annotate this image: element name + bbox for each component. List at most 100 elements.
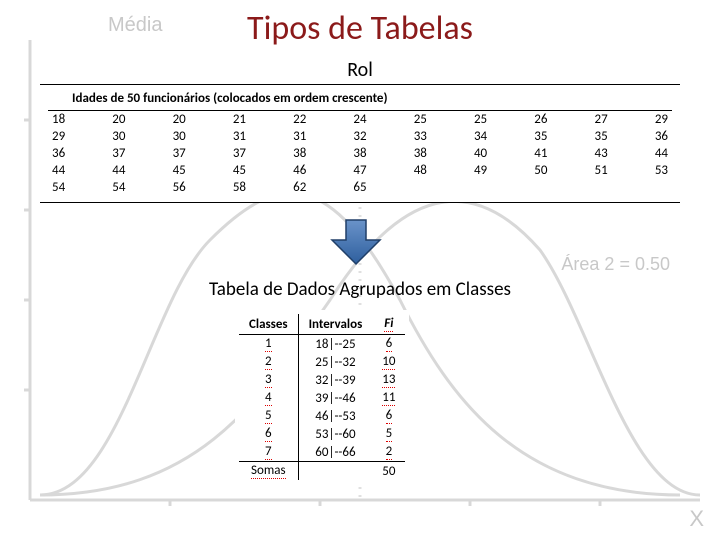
grouped-fi-cell: 6 [372,407,405,425]
col-fi: Fi [372,314,405,335]
rol-cell [530,179,590,196]
rol-cell: 30 [169,128,229,145]
rol-cell: 30 [108,128,168,145]
rol-row: 4444454546474849505153 [48,162,672,179]
grouped-class-cell: 4 [239,389,298,407]
col-intervalos: Intervalos [298,314,372,335]
rol-cell: 34 [470,128,530,145]
grouped-class-cell: 6 [239,425,298,443]
grouped-row: 118|--256 [239,335,405,354]
grouped-interval-cell: 53|--60 [298,425,372,443]
grouped-row: 760|--662 [239,443,405,462]
rol-cell: 21 [229,111,289,128]
grouped-interval-cell: 32|--39 [298,371,372,389]
rol-table-wrap: Idades de 50 funcionários (colocados em … [40,84,680,203]
down-arrow-icon [330,218,382,266]
grouped-row: 546|--536 [239,407,405,425]
grouped-interval-cell: 18|--25 [298,335,372,354]
grouped-interval-cell: 46|--53 [298,407,372,425]
rol-table: 1820202122242525262729293030313132333435… [48,111,672,196]
rol-cell: 25 [410,111,470,128]
grouped-interval-cell: 39|--46 [298,389,372,407]
rol-cell [591,179,651,196]
grouped-fi-cell: 13 [372,371,405,389]
rol-caption: Idades de 50 funcionários (colocados em … [48,89,672,111]
grouped-table: Classes Intervalos Fi 118|--256225|--321… [239,314,405,480]
rol-cell: 51 [591,162,651,179]
rol-cell: 53 [651,162,672,179]
rol-cell: 50 [530,162,590,179]
rol-cell: 22 [289,111,349,128]
rol-cell [410,179,470,196]
rol-cell: 37 [229,145,289,162]
grouped-interval-cell: 25|--32 [298,353,372,371]
rol-cell: 44 [48,162,108,179]
rol-cell: 38 [410,145,470,162]
rol-cell: 18 [48,111,108,128]
rol-cell: 37 [108,145,168,162]
rol-cell: 35 [530,128,590,145]
rol-cell: 48 [410,162,470,179]
grouped-row: 653|--605 [239,425,405,443]
grouped-total-spacer [298,462,372,481]
rol-cell: 36 [651,128,672,145]
grouped-row: 332|--3913 [239,371,405,389]
grouped-fi-cell: 2 [372,443,405,462]
rol-cell: 27 [591,111,651,128]
rol-cell: 29 [651,111,672,128]
rol-cell: 41 [530,145,590,162]
grouped-total-label: Somas [239,462,298,481]
slide: Média Área 2 = 0.50 X Tipos de Tabelas R… [0,0,720,540]
rol-row: 3637373738383840414344 [48,145,672,162]
rol-cell: 44 [108,162,168,179]
rol-cell: 25 [470,111,530,128]
col-classes: Classes [239,314,298,335]
rol-cell: 38 [289,145,349,162]
rol-cell: 32 [349,128,409,145]
grouped-fi-cell: 5 [372,425,405,443]
rol-cell: 31 [229,128,289,145]
rol-cell: 20 [108,111,168,128]
rol-row: 1820202122242525262729 [48,111,672,128]
grouped-fi-cell: 11 [372,389,405,407]
grouped-class-cell: 2 [239,353,298,371]
bg-area-label: Área 2 = 0.50 [561,254,670,275]
rol-row: 545456586265 [48,179,672,196]
bg-x-axis-label: X [689,506,704,532]
grouped-class-cell: 5 [239,407,298,425]
rol-heading: Rol [0,58,720,82]
rol-cell: 45 [229,162,289,179]
rol-cell: 56 [169,179,229,196]
rol-cell: 26 [530,111,590,128]
rol-cell: 62 [289,179,349,196]
rol-cell: 54 [108,179,168,196]
grouped-table-wrap: Classes Intervalos Fi 118|--256225|--321… [235,310,409,484]
grouped-interval-cell: 60|--66 [298,443,372,462]
rol-row: 2930303131323334353536 [48,128,672,145]
rol-cell: 24 [349,111,409,128]
grouped-class-cell: 3 [239,371,298,389]
rol-cell: 33 [410,128,470,145]
rol-cell: 44 [651,145,672,162]
grouped-class-cell: 1 [239,335,298,354]
rol-cell: 43 [591,145,651,162]
grouped-row: 225|--3210 [239,353,405,371]
grouped-total-fi: 50 [372,462,405,481]
rol-cell: 37 [169,145,229,162]
grouped-heading: Tabela de Dados Agrupados em Classes [0,278,720,301]
rol-cell: 20 [169,111,229,128]
rol-cell: 40 [470,145,530,162]
rol-cell: 45 [169,162,229,179]
rol-cell [651,179,672,196]
grouped-row: 439|--4611 [239,389,405,407]
rol-cell: 35 [591,128,651,145]
grouped-header-row: Classes Intervalos Fi [239,314,405,335]
grouped-fi-cell: 6 [372,335,405,354]
rol-cell [470,179,530,196]
rol-cell: 38 [349,145,409,162]
rol-cell: 46 [289,162,349,179]
rol-cell: 47 [349,162,409,179]
grouped-fi-cell: 10 [372,353,405,371]
rol-cell: 29 [48,128,108,145]
grouped-class-cell: 7 [239,443,298,462]
